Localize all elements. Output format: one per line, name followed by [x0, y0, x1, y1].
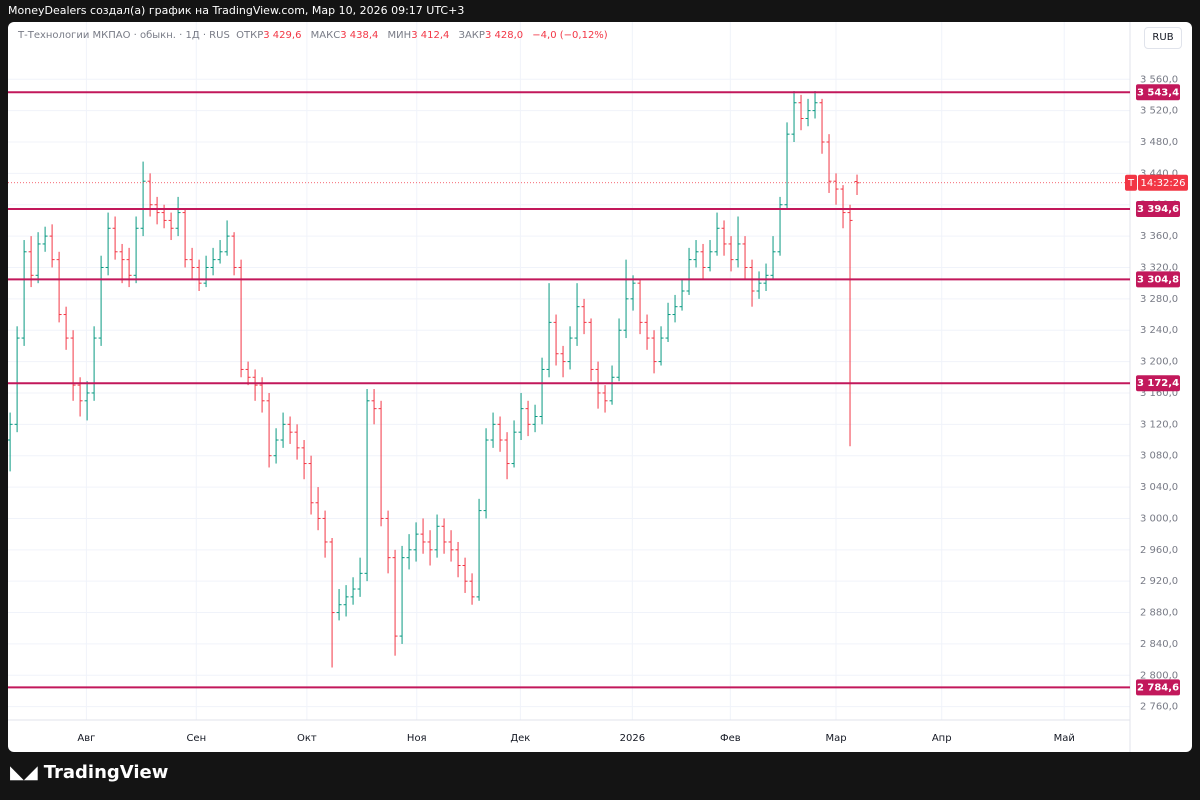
level-label: 3 394,6: [1137, 204, 1179, 215]
x-tick-label: Мар: [825, 733, 846, 744]
low-label: МИН: [387, 30, 412, 41]
y-tick-label: 3 080,0: [1140, 451, 1178, 462]
price-badge: T: [1127, 178, 1135, 189]
chart-panel: Авг Сен Окт Ноя Дек 2026 Фев Мар Апр Май 2 760,0 2 …: [8, 22, 1192, 752]
y-tick-label: 3 000,0: [1140, 513, 1178, 524]
x-tick-label: Май: [1054, 733, 1075, 744]
x-tick-label: Ноя: [407, 733, 427, 744]
y-tick-label: 2 960,0: [1140, 545, 1178, 556]
open-value: 3 429,6: [263, 30, 302, 41]
x-tick-label: Окт: [297, 733, 317, 744]
level-label: 3 543,4: [1137, 87, 1179, 98]
level-label: 3 172,4: [1137, 378, 1179, 389]
y-tick-label: 3 120,0: [1140, 419, 1178, 430]
y-tick-label: 3 520,0: [1140, 106, 1178, 117]
logo-text: TradingView: [43, 762, 169, 783]
y-tick-label: 3 480,0: [1140, 137, 1178, 148]
badge-bg: [1125, 174, 1137, 191]
level-label: 3 304,8: [1137, 274, 1179, 285]
y-tick-label: 2 880,0: [1140, 608, 1178, 619]
chart: Авг Сен Окт Ноя Дек 2026 Фев Мар Апр Май 2 760,0 2 …: [8, 22, 1188, 752]
change-value: −4,0 (−0,12%): [532, 30, 608, 41]
level-label: 2 784,6: [1137, 682, 1179, 693]
close-label: ЗАКР: [458, 30, 485, 41]
y-tick-label: 3 200,0: [1140, 357, 1178, 368]
y-tick-label: 3 440,0: [1140, 168, 1178, 179]
level-label-bg: [1136, 679, 1180, 696]
level-label-bg: [1136, 271, 1180, 288]
y-tick-label: 2 800,0: [1140, 670, 1178, 681]
high-value: 3 438,4: [340, 30, 379, 41]
y-tick-label: 3 160,0: [1140, 388, 1178, 399]
y-tick-label: 3 560,0: [1140, 74, 1178, 85]
x-tick-label: Сен: [186, 733, 206, 744]
symbol: Т-Технологии МКПАО · обыкн. · 1Д · RUS: [18, 30, 230, 41]
y-tick-label: 3 280,0: [1140, 294, 1178, 305]
countdown: 14:32:26: [1141, 178, 1186, 189]
level-label-bg: [1136, 375, 1180, 392]
header-text: MoneyDealers создал(а) график на Trading…: [8, 4, 465, 17]
high-label: МАКС: [310, 30, 341, 41]
level-label-bg: [1136, 200, 1180, 217]
level-label-bg: [1136, 84, 1180, 101]
x-tick-label: Фев: [720, 733, 741, 744]
low-value: 3 412,4: [411, 30, 450, 41]
y-tick-label: 2 760,0: [1140, 702, 1178, 713]
branding-logo: ◣◢ TradingView: [10, 762, 168, 783]
x-tick-label: Апр: [932, 733, 952, 744]
open-label: ОТКР: [236, 30, 264, 41]
close-value: 3 428,0: [484, 30, 524, 41]
y-tick-label: 2 840,0: [1140, 639, 1178, 650]
x-tick-label: Авг: [77, 733, 95, 744]
x-tick-label: Дек: [510, 733, 530, 744]
symbol-legend: Т-Технологии МКПАО · обыкн. · 1Д · RUS О…: [18, 30, 614, 41]
y-tick-label: 3 320,0: [1140, 262, 1178, 273]
x-tick-label: 2026: [620, 733, 645, 744]
currency-button[interactable]: RUB: [1144, 27, 1182, 49]
y-tick-label: 3 240,0: [1140, 325, 1178, 336]
logo-mark: ◣◢: [10, 762, 38, 783]
y-tick-label: 2 920,0: [1140, 576, 1178, 587]
countdown-bg: [1138, 174, 1188, 191]
y-tick-label: 3 040,0: [1140, 482, 1178, 493]
y-tick-label: 3 360,0: [1140, 231, 1178, 242]
